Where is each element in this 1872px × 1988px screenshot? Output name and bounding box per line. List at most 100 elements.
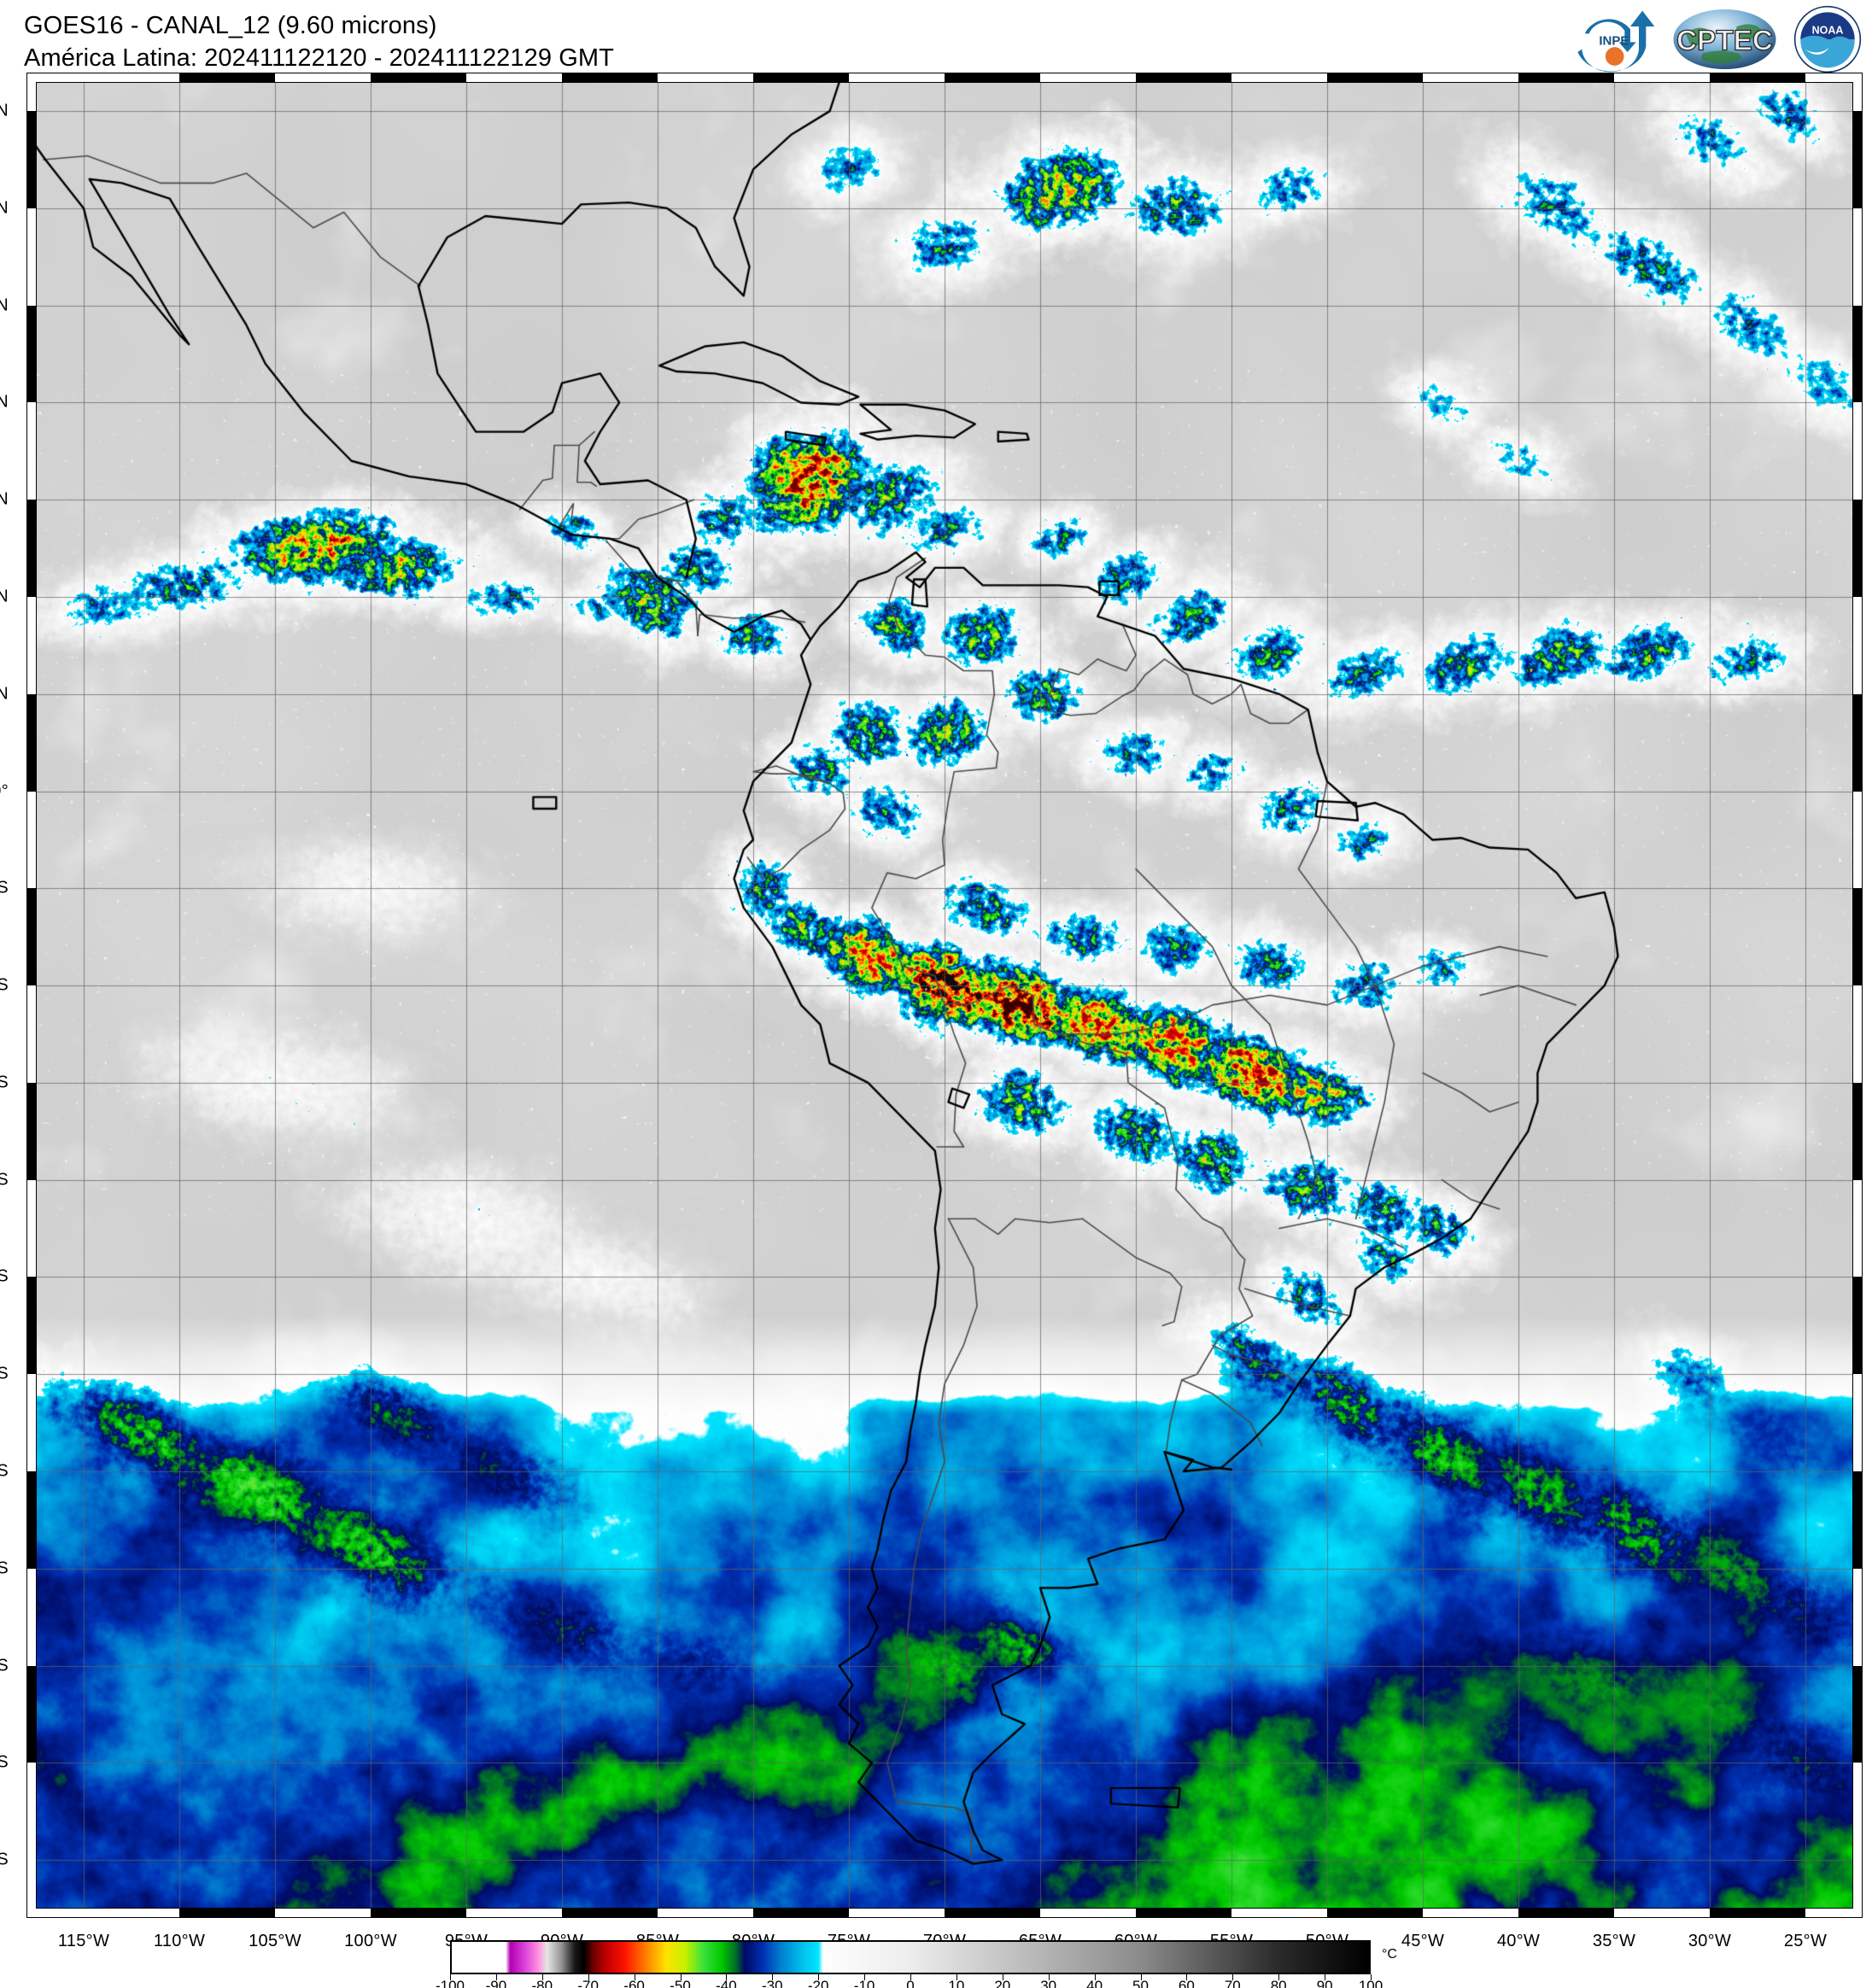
lat-label: 30°N <box>0 198 9 218</box>
frame-tick-segment <box>1518 73 1614 82</box>
lat-label: 0° <box>0 781 9 801</box>
frame-tick-segment <box>1853 111 1863 208</box>
colorbar-tick-label: 20 <box>994 1978 1011 1988</box>
frame-tick-segment <box>1853 305 1863 403</box>
colorbar-tick-label: 40 <box>1086 1978 1103 1988</box>
colorbar-tick <box>1278 1974 1280 1980</box>
frame-tick-segment <box>1853 1277 1863 1375</box>
lon-label: 100°W <box>344 1932 397 1950</box>
frame-tick-segment <box>1853 1471 1863 1569</box>
lat-label: 10°N <box>0 587 9 606</box>
frame-tick-segment <box>371 73 466 82</box>
colorbar: °C -100 -90 -80 -70 -60 -50 -40 -30 -20 -10 0 10 20 3… <box>0 1937 1872 1988</box>
colorbar-tick-label: 10 <box>948 1978 965 1988</box>
cptec-logo: CPTEC <box>1673 9 1776 69</box>
colorbar-tick <box>450 1974 451 1980</box>
lat-label: 25°S <box>0 1266 9 1286</box>
map-frame-bottom <box>27 1909 1862 1918</box>
colorbar-tick-label: -40 <box>716 1978 737 1988</box>
colorbar-tick <box>1232 1974 1234 1980</box>
colorbar-tick-label: -70 <box>577 1978 599 1988</box>
frame-tick-segment <box>26 1665 36 1763</box>
colorbar-tick-label: -10 <box>853 1978 875 1988</box>
noaa-logo-text: NOAA <box>1812 24 1844 36</box>
lat-label: 35°S <box>0 1461 9 1481</box>
colorbar-unit-label: °C <box>1382 1947 1397 1962</box>
frame-tick-segment <box>26 693 36 792</box>
colorbar-tick-label: -20 <box>807 1978 829 1988</box>
colorbar-tick <box>910 1974 911 1980</box>
colorbar-tick-label: 90 <box>1316 1978 1333 1988</box>
header: GOES16 - CANAL_12 (9.60 microns) América… <box>0 0 1872 79</box>
colorbar-tick <box>495 1974 497 1980</box>
colorbar-tick-label: 70 <box>1224 1978 1241 1988</box>
frame-tick-segment <box>26 888 36 986</box>
colorbar-tick <box>1186 1974 1188 1980</box>
colorbar-tick-label: -30 <box>762 1978 783 1988</box>
colorbar-tick-label: 80 <box>1270 1978 1287 1988</box>
colorbar-tick <box>588 1974 589 1980</box>
frame-tick-segment <box>26 500 36 597</box>
frame-tick-segment <box>1710 73 1805 82</box>
lat-label: 35°N <box>0 101 9 120</box>
lat-label: 50°S <box>0 1752 9 1772</box>
colorbar-tick-label: -50 <box>670 1978 691 1988</box>
title-line-region-time: América Latina: 202411122120 - 202411122… <box>24 44 614 72</box>
colorbar-tick-label: -90 <box>485 1978 507 1988</box>
satellite-image-canvas <box>36 82 1853 1909</box>
colorbar-tick <box>1140 1974 1142 1980</box>
frame-tick-segment <box>179 1909 275 1918</box>
frame-tick-segment <box>26 1471 36 1569</box>
lon-label: 115°W <box>57 1932 110 1950</box>
frame-tick-segment <box>945 73 1040 82</box>
colorbar-tick <box>1048 1974 1050 1980</box>
lon-label: 25°W <box>1783 1932 1828 1950</box>
noaa-logo: NOAA <box>1793 5 1862 73</box>
frame-tick-segment <box>1710 1909 1805 1918</box>
frame-tick-segment <box>562 73 658 82</box>
frame-tick-segment <box>26 1277 36 1375</box>
colorbar-tick <box>680 1974 682 1980</box>
colorbar-tick <box>818 1974 820 1980</box>
frame-tick-segment <box>1327 1909 1423 1918</box>
frame-tick-segment <box>179 73 275 82</box>
lon-label: 30°W <box>1688 1932 1732 1950</box>
lat-label: 40°S <box>0 1558 9 1578</box>
title-block: GOES16 - CANAL_12 (9.60 microns) América… <box>24 10 614 74</box>
lat-label: 10°S <box>0 975 9 995</box>
colorbar-tick-label: 30 <box>1040 1978 1057 1988</box>
lon-label: 110°W <box>153 1932 206 1950</box>
colorbar-tick <box>726 1974 728 1980</box>
lat-label: 55°S <box>0 1850 9 1869</box>
lon-label: 40°W <box>1496 1932 1541 1950</box>
colorbar-tick-label: 50 <box>1132 1978 1149 1988</box>
colorbar-tick <box>1094 1974 1096 1980</box>
lat-label: 5°N <box>0 684 9 704</box>
title-line-product: GOES16 - CANAL_12 (9.60 microns) <box>24 12 437 39</box>
frame-tick-segment <box>753 73 849 82</box>
lat-label: 20°N <box>0 392 9 412</box>
colorbar-tick <box>541 1974 543 1980</box>
lon-label: 35°W <box>1592 1932 1636 1950</box>
lat-label: 20°S <box>0 1170 9 1190</box>
frame-tick-segment <box>753 1909 849 1918</box>
frame-tick-segment <box>26 1082 36 1180</box>
frame-tick-segment <box>562 1909 658 1918</box>
colorbar-tick <box>864 1974 866 1980</box>
map-frame-left <box>26 73 36 1918</box>
lat-label: 15°N <box>0 489 9 509</box>
cptec-logo-text: CPTEC <box>1676 26 1773 57</box>
map-axes: 35°N 30°N 25°N 20°N 15°N 10°N 5°N 0° 5°S 10°S 15°S… <box>0 82 1853 1950</box>
colorbar-tick <box>956 1974 957 1980</box>
frame-tick-segment <box>26 111 36 208</box>
colorbar-tick-label: -80 <box>531 1978 553 1988</box>
lon-label: 105°W <box>249 1932 301 1950</box>
frame-tick-segment <box>1136 73 1231 82</box>
frame-tick-segment <box>26 305 36 403</box>
map-frame-top <box>27 73 1862 82</box>
lat-label: 30°S <box>0 1364 9 1383</box>
frame-tick-segment <box>1518 1909 1614 1918</box>
lat-label: 5°S <box>0 878 9 898</box>
colorbar-tick-label: -100 <box>435 1978 465 1988</box>
